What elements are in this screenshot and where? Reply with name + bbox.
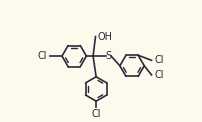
Text: S: S — [106, 51, 112, 61]
Text: Cl: Cl — [91, 109, 101, 119]
Text: Cl: Cl — [155, 70, 164, 80]
Text: OH: OH — [98, 32, 113, 42]
Text: Cl: Cl — [37, 51, 47, 61]
Text: Cl: Cl — [155, 55, 164, 65]
